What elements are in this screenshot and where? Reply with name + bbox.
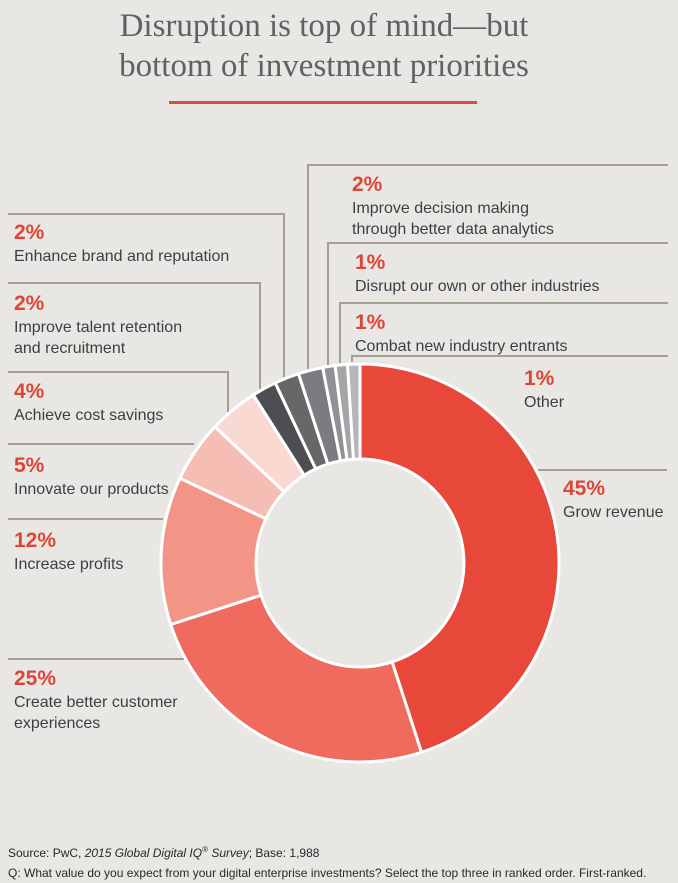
leader-line	[8, 213, 285, 377]
percent-value: 12%	[14, 529, 57, 552]
percent-value: 1%	[355, 251, 386, 274]
callout-cost-savings: 4% Achieve cost savings	[14, 379, 244, 426]
page-title-line1: Disruption is top of mind—but	[119, 8, 529, 44]
slice-label: Achieve cost savings	[14, 407, 164, 424]
slice-label: Improve decision making through better d…	[352, 200, 554, 238]
callout-disrupt-industries: 1% Disrupt our own or other industries	[355, 250, 637, 297]
slice-label: Combat new industry entrants	[355, 338, 568, 355]
leader-line	[327, 242, 668, 365]
callout-innovate-products: 5% Innovate our products	[14, 453, 244, 500]
slice-label: Grow revenue	[563, 504, 664, 521]
leader-line	[8, 371, 229, 412]
page-title-line2: bottom of investment priorities	[119, 48, 529, 84]
slice-label: Create better customer experiences	[14, 694, 178, 732]
registered-mark: ®	[202, 845, 209, 854]
percent-value: 2%	[14, 221, 45, 244]
leader-line	[339, 302, 668, 363]
percent-value: 2%	[352, 173, 383, 196]
slice-label: Innovate our products	[14, 481, 169, 498]
percent-value: 1%	[355, 311, 386, 334]
leader-line	[307, 164, 668, 369]
leader-line	[351, 355, 668, 362]
donut-slice-10	[346, 362, 362, 461]
slice-label: Enhance brand and reputation	[14, 248, 230, 265]
callout-customer-experiences: 25% Create better customer experiences	[14, 666, 190, 734]
slice-label: Increase profits	[14, 556, 124, 573]
footnote: Source: PwC, 2015 Global Digital IQ® Sur…	[8, 843, 670, 883]
callout-combat-entrants: 1% Combat new industry entrants	[355, 310, 637, 357]
slice-label: Other	[524, 394, 565, 411]
callout-grow-revenue: 45% Grow revenue	[563, 476, 678, 523]
slice-label: Disrupt our own or other industries	[355, 278, 600, 295]
callout-talent-retention: 2% Improve talent retention and recruitm…	[14, 291, 200, 359]
callout-increase-profits: 12% Increase profits	[14, 528, 244, 575]
percent-value: 2%	[14, 292, 45, 315]
percent-value: 5%	[14, 454, 45, 477]
page-title: Disruption is top of mind—but bottom of …	[0, 6, 648, 86]
percent-value: 25%	[14, 667, 57, 690]
callout-enhance-brand: 2% Enhance brand and reputation	[14, 220, 276, 267]
percent-value: 1%	[524, 367, 555, 390]
slice-label: Improve talent retention and recruitment	[14, 319, 183, 357]
question-line: Q: What value do you expect from your di…	[8, 866, 647, 880]
title-underline-rule	[169, 101, 477, 104]
callout-decision-making: 2% Improve decision making through bette…	[352, 172, 572, 240]
percent-value: 4%	[14, 380, 45, 403]
donut-slice-0	[358, 362, 561, 754]
leader-line	[8, 282, 261, 389]
callout-other: 1% Other	[524, 366, 644, 413]
percent-value: 45%	[563, 477, 606, 500]
donut-slice-1	[169, 593, 423, 764]
source-line: Source: PwC, 2015 Global Digital IQ® Sur…	[8, 845, 320, 861]
